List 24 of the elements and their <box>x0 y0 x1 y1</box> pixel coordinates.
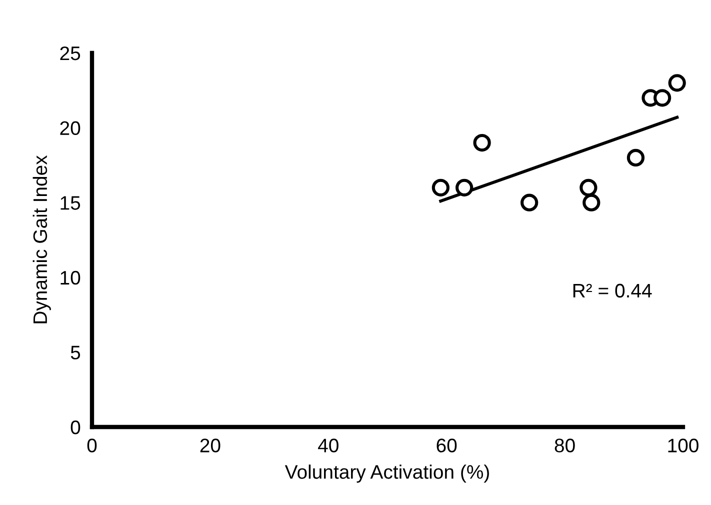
x-tick-label: 20 <box>200 438 220 452</box>
point <box>654 89 672 107</box>
point <box>520 194 538 212</box>
x-tick-label: 100 <box>668 438 698 452</box>
point <box>432 178 450 196</box>
x-axis-title: Voluntary Activation (%) <box>284 464 489 483</box>
x-tick-label: 0 <box>87 438 97 452</box>
point <box>668 74 686 92</box>
x-tick-label: 40 <box>318 438 338 452</box>
annotation: R² = 0.44 <box>573 284 652 298</box>
point <box>626 148 645 167</box>
y-tick-label: 5 <box>70 346 80 360</box>
point <box>456 178 474 196</box>
point <box>473 134 491 152</box>
y-tick-label: 25 <box>60 46 80 60</box>
y-axis-title: Dynamic Gait Index <box>32 155 51 324</box>
y-tick-label: 0 <box>70 420 80 434</box>
x-tick-label: 60 <box>436 438 457 452</box>
y-tick-label: 20 <box>60 121 80 136</box>
point <box>580 178 598 196</box>
y-tick-label: 15 <box>60 196 80 210</box>
y-tick-label: 10 <box>60 270 80 285</box>
x-tick-label: 80 <box>554 438 575 452</box>
point <box>582 194 600 212</box>
